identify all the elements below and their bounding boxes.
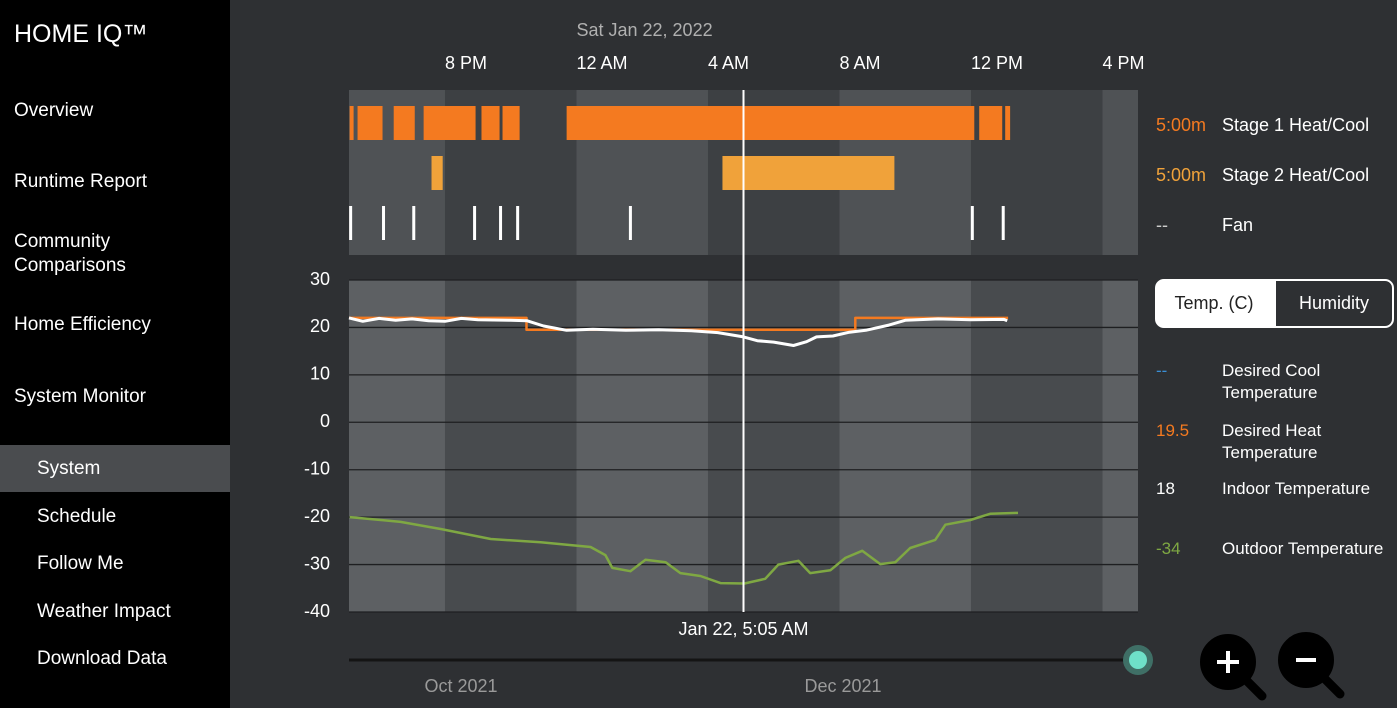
- nav-item[interactable]: Community Comparisons: [14, 231, 126, 276]
- x-tick-label: 4 PM: [1102, 53, 1144, 73]
- nav-item[interactable]: Runtime Report: [14, 171, 148, 192]
- y-tick-label: -40: [304, 601, 330, 621]
- runtime-label: Fan: [1222, 215, 1253, 235]
- fan-event: [473, 206, 477, 240]
- plus-icon[interactable]: [1217, 651, 1239, 673]
- runtime-bar: [349, 106, 354, 140]
- x-tick-label: 12 PM: [971, 53, 1023, 73]
- nav-subitem[interactable]: Weather Impact: [37, 600, 171, 622]
- legend-label: Outdoor Temperature: [1222, 539, 1384, 558]
- nav-item[interactable]: Home Efficiency: [14, 314, 151, 335]
- zoom-out[interactable]: [1278, 632, 1345, 699]
- nav-item[interactable]: Overview: [14, 100, 94, 121]
- fan-event: [412, 206, 416, 240]
- band: [444, 280, 577, 612]
- y-tick-label: -30: [304, 553, 330, 573]
- band: [1102, 280, 1138, 612]
- nav-subitem[interactable]: Follow Me: [37, 553, 124, 574]
- y-tick-label: 0: [320, 411, 330, 431]
- fan-event: [349, 206, 353, 240]
- runtime-bar: [431, 156, 443, 190]
- x-tick-label: 8 PM: [445, 53, 487, 73]
- date-label: Sat Jan 22, 2022: [576, 20, 712, 40]
- runtime-bar: [722, 156, 895, 190]
- runtime-bar: [423, 106, 476, 140]
- series-line: [348, 316, 1008, 347]
- runtime-label: Stage 2 Heat/Cool: [1222, 165, 1369, 185]
- band: [970, 280, 1103, 612]
- fan-event: [499, 206, 503, 240]
- y-tick-label: -20: [304, 506, 330, 526]
- runtime-bar: [502, 106, 520, 140]
- runtime-bar: [566, 106, 975, 140]
- range-knob[interactable]: [1129, 651, 1147, 669]
- y-tick-label: 20: [310, 316, 330, 336]
- band: [576, 280, 708, 612]
- runtime-bar: [481, 106, 500, 140]
- series-line: [349, 511, 1019, 585]
- runtime-bar: [393, 106, 415, 140]
- runtime-readout: 5:00m: [1156, 115, 1206, 135]
- legend-readout: 19.5: [1156, 421, 1190, 440]
- nav-subitem[interactable]: System: [0, 445, 230, 492]
- x-tick-label: 12 AM: [576, 53, 627, 73]
- fan-event: [382, 206, 386, 240]
- nav-subitem[interactable]: Schedule: [37, 505, 117, 527]
- runtime-label: Stage 1 Heat/Cool: [1222, 115, 1369, 135]
- band: [349, 280, 445, 612]
- x-tick-label: 8 AM: [839, 53, 880, 73]
- range-label: Oct 2021: [424, 676, 497, 696]
- cursor-label: Jan 22, 5:05 AM: [678, 619, 808, 639]
- fan-event: [970, 206, 974, 240]
- legend-label: Desired Cool Temperature: [1222, 361, 1321, 402]
- runtime-bar: [979, 106, 1003, 140]
- plot: Sat Jan 22, 2022 8 PM 12 AM 4 AM 8 AM 12 PM 4 …: [304, 20, 1394, 696]
- toggle-active[interactable]: [1156, 280, 1276, 327]
- legend-readout: --: [1156, 361, 1168, 380]
- zoom-handle[interactable]: [1241, 675, 1267, 701]
- runtime-bar: [1005, 106, 1011, 140]
- zoom-handle[interactable]: [1319, 673, 1345, 699]
- y-tick-label: 10: [310, 364, 330, 384]
- range-label: Dec 2021: [804, 676, 881, 696]
- fan-event: [1001, 206, 1005, 240]
- legend-readout: 18: [1156, 479, 1175, 498]
- app-title: HOME IQ™: [14, 20, 148, 48]
- legend-label: Desired Heat Temperature: [1222, 421, 1322, 462]
- runtime-bar: [357, 106, 383, 140]
- sidebar: HOME IQ™ Overview Runtime Report Community…: [0, 0, 230, 708]
- legend-readout: -34: [1156, 539, 1181, 558]
- zoom-in[interactable]: [1200, 634, 1267, 701]
- toggle-option[interactable]: Humidity: [1299, 293, 1369, 313]
- nav-subitem[interactable]: Download Data: [37, 648, 167, 669]
- y-tick-label: 30: [310, 269, 330, 289]
- y-tick-label: -10: [304, 458, 330, 478]
- fan-event: [516, 206, 520, 240]
- nav-item[interactable]: System Monitor: [14, 386, 146, 407]
- fan-event: [628, 206, 632, 240]
- toggle-option: Temp. (C): [1174, 293, 1253, 313]
- band: [1102, 90, 1138, 255]
- runtime-readout: 5:00m: [1156, 165, 1206, 185]
- x-tick-label: 4 AM: [708, 53, 749, 73]
- runtime-readout: --: [1156, 215, 1168, 235]
- legend-label: Indoor Temperature: [1222, 479, 1371, 498]
- band: [839, 280, 971, 612]
